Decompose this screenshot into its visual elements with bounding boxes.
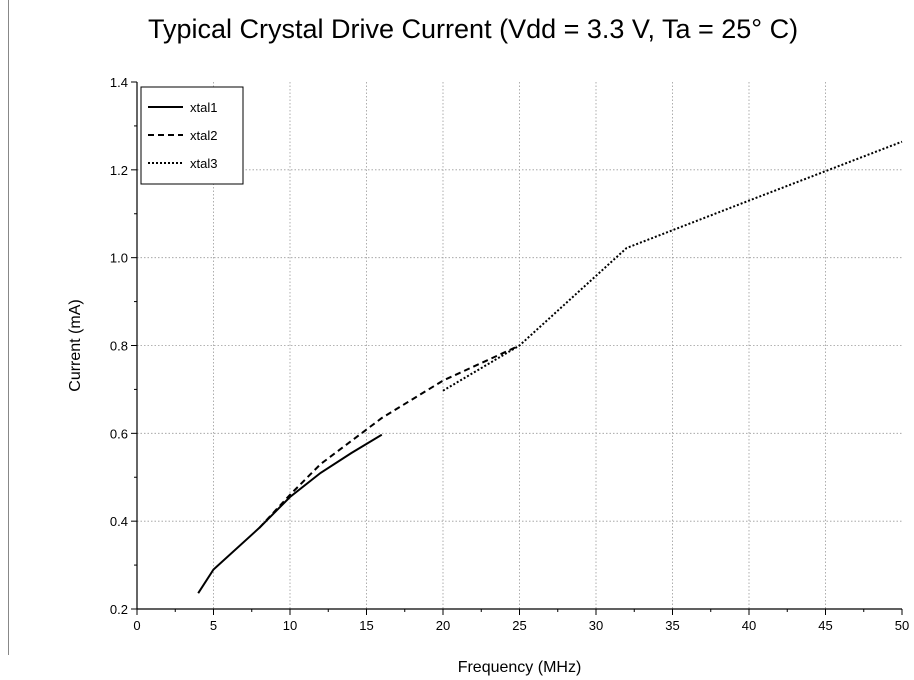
left-border-rule <box>8 0 9 655</box>
series-line-xtal2 <box>258 344 520 529</box>
legend-label-xtal3: xtal3 <box>190 156 217 171</box>
y-tick-label: 1.2 <box>110 163 128 178</box>
y-tick-label: 1.4 <box>110 75 128 90</box>
x-tick-label: 15 <box>359 618 373 633</box>
x-tick-label: 40 <box>742 618 756 633</box>
x-tick-label: 10 <box>283 618 297 633</box>
y-tick-label: 1.0 <box>110 251 128 266</box>
x-tick-label: 0 <box>133 618 140 633</box>
x-tick-label: 45 <box>818 618 832 633</box>
x-tick-label: 25 <box>512 618 526 633</box>
x-axis-label: Frequency (MHz) <box>458 659 582 676</box>
legend-label-xtal1: xtal1 <box>190 100 217 115</box>
x-tick-label: 50 <box>895 618 909 633</box>
legend-label-xtal2: xtal2 <box>190 128 217 143</box>
grid <box>137 82 902 609</box>
series-line-xtal3 <box>442 140 903 392</box>
chart-title: Typical Crystal Drive Current (Vdd = 3.3… <box>148 14 799 44</box>
x-tick-label: 30 <box>589 618 603 633</box>
axes: 0 5 10 15 20 25 30 35 40 45 50 0.2 0.4 0.6 0.8 1.0 1.2 1.… <box>110 75 909 633</box>
series-line-xtal1 <box>197 433 383 594</box>
series-lines <box>197 140 903 594</box>
x-tick-label: 20 <box>436 618 450 633</box>
legend: xtal1 xtal2 xtal3 <box>140 86 244 185</box>
y-tick-label: 0.2 <box>110 602 128 617</box>
y-tick-label: 0.8 <box>110 339 128 354</box>
y-tick-label: 0.4 <box>110 514 128 529</box>
x-tick-label: 5 <box>210 618 217 633</box>
y-tick-label: 0.6 <box>110 426 128 441</box>
y-axis-label: Current (mA) <box>67 299 84 391</box>
x-tick-label: 35 <box>665 618 679 633</box>
